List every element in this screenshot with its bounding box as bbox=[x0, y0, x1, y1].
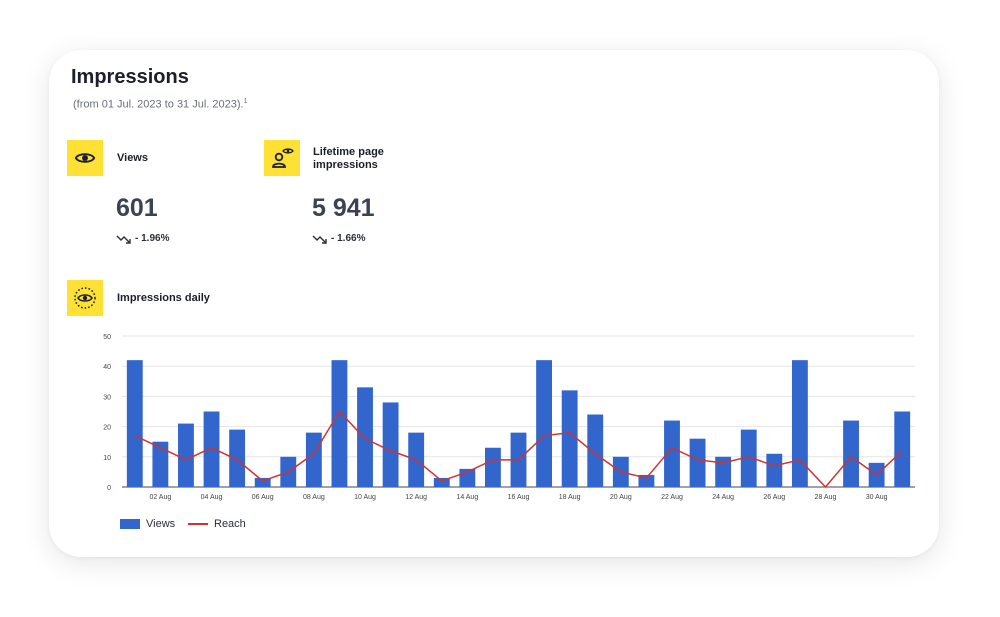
user-eye-icon bbox=[272, 148, 294, 168]
bar-views bbox=[152, 441, 169, 487]
date-range-subtitle: (from 01 Jul. 2023 to 31 Jul. 2023).1 bbox=[73, 98, 248, 111]
date-range-text: (from 01 Jul. 2023 to 31 Jul. 2023). bbox=[73, 98, 244, 111]
y-tick-label: 40 bbox=[103, 364, 111, 371]
bar-views bbox=[382, 402, 399, 487]
x-tick-label: 28 Aug bbox=[815, 494, 837, 501]
x-tick-label: 04 Aug bbox=[201, 494, 223, 501]
impressions-card: Impressions (from 01 Jul. 2023 to 31 Jul… bbox=[49, 50, 939, 557]
bar-views bbox=[894, 411, 911, 487]
daily-label: Impressions daily bbox=[117, 292, 210, 304]
bar-views bbox=[433, 477, 450, 487]
views-change: - 1.96% bbox=[116, 233, 169, 244]
bar-views bbox=[715, 456, 732, 487]
lifetime-change: - 1.66% bbox=[312, 233, 365, 244]
x-tick-label: 30 Aug bbox=[866, 494, 888, 501]
lifetime-label: Lifetime page impressions bbox=[313, 146, 384, 171]
x-tick-label: 18 Aug bbox=[559, 494, 581, 501]
bar-views bbox=[664, 420, 680, 487]
x-tick-label: 16 Aug bbox=[508, 494, 530, 501]
x-tick-label: 20 Aug bbox=[610, 494, 632, 501]
trend-down-icon bbox=[312, 235, 327, 244]
y-tick-label: 50 bbox=[103, 334, 111, 341]
x-tick-label: 22 Aug bbox=[661, 494, 683, 501]
bar-views bbox=[561, 390, 578, 487]
lifetime-icon-box bbox=[264, 140, 300, 176]
views-change-text: - 1.96% bbox=[135, 233, 170, 244]
x-tick-label: 08 Aug bbox=[303, 494, 325, 501]
bar-views bbox=[843, 420, 859, 487]
eye-target-icon bbox=[74, 287, 96, 309]
x-tick-label: 06 Aug bbox=[252, 494, 274, 501]
y-tick-label: 0 bbox=[107, 485, 111, 492]
legend-label-views: Views bbox=[146, 518, 176, 530]
legend-swatch-reach bbox=[188, 523, 208, 525]
bar-views bbox=[766, 453, 783, 487]
bar-views bbox=[254, 477, 271, 487]
views-label: Views bbox=[117, 152, 148, 164]
bar-views bbox=[587, 414, 604, 487]
bar-views bbox=[689, 438, 706, 487]
bar-views bbox=[331, 360, 348, 487]
daily-icon-box bbox=[67, 280, 103, 316]
legend-item-views: Views bbox=[120, 518, 175, 530]
x-tick-label: 26 Aug bbox=[763, 494, 785, 501]
y-tick-label: 20 bbox=[103, 425, 111, 432]
x-tick-label: 24 Aug bbox=[712, 494, 734, 501]
bar-views bbox=[638, 474, 655, 487]
legend-label-reach: Reach bbox=[214, 518, 246, 530]
x-tick-label: 02 Aug bbox=[149, 494, 171, 501]
y-tick-label: 10 bbox=[103, 455, 111, 462]
views-icon-box bbox=[67, 140, 103, 176]
impressions-daily-chart: 0 10 20 30 40 50 02 Aug 04 Aug 06 Aug 08 Aug 10 Au… bbox=[103, 334, 915, 501]
y-tick-label: 30 bbox=[103, 394, 111, 401]
bar-views bbox=[203, 411, 220, 487]
views-value: 601 bbox=[116, 194, 158, 222]
footnote-marker: 1 bbox=[243, 98, 248, 105]
eye-icon bbox=[74, 153, 96, 163]
bar-views bbox=[178, 423, 194, 487]
legend-item-reach: Reach bbox=[188, 518, 246, 530]
bar-views bbox=[740, 429, 757, 487]
trend-down-icon bbox=[116, 235, 131, 244]
x-tick-label: 10 Aug bbox=[354, 494, 376, 501]
bar-views bbox=[484, 447, 501, 487]
page-title: Impressions bbox=[71, 66, 189, 88]
bar-views bbox=[357, 387, 373, 487]
x-tick-label: 14 Aug bbox=[456, 494, 478, 501]
bar-views bbox=[791, 360, 808, 487]
bar-views bbox=[126, 360, 143, 487]
bar-views bbox=[536, 360, 553, 487]
bar-views bbox=[229, 429, 246, 487]
line-reach bbox=[134, 410, 903, 489]
lifetime-value: 5 941 bbox=[312, 194, 375, 222]
bar-views bbox=[305, 432, 322, 487]
x-tick-label: 12 Aug bbox=[405, 494, 427, 501]
legend-swatch-views bbox=[120, 519, 140, 529]
lifetime-change-text: - 1.66% bbox=[331, 233, 366, 244]
